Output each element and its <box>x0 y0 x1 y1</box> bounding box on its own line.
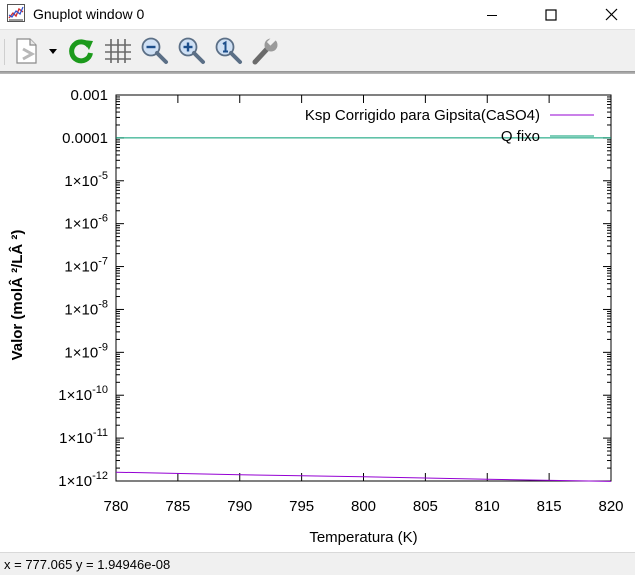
grid-icon <box>105 39 131 63</box>
ticks-layer: 780 785 790 795 800 805 810 815 820 1×10-12 1×10-1… <box>58 87 623 515</box>
x-tick-label: 820 <box>598 498 623 515</box>
close-button[interactable] <box>588 0 634 29</box>
y-tick-label: 1×10-7 <box>64 256 108 276</box>
legend-label-0: Ksp Corrigido para Gipsita(CaSO4) <box>305 107 540 124</box>
coordinate-readout: x = 777.065 y = 1.94946e-08 <box>4 557 171 572</box>
options-wrench-icon <box>252 36 278 65</box>
y-tick-label: 1×10-10 <box>58 384 108 404</box>
toolbar-separator <box>0 71 635 74</box>
zoom-next-button[interactable] <box>176 35 206 67</box>
options-button[interactable] <box>250 35 280 67</box>
unzoom-icon <box>215 37 242 64</box>
y-tick-label: 1×10-12 <box>58 470 108 490</box>
y-tick-label: 1×10-11 <box>59 427 108 447</box>
toolbar <box>0 29 635 72</box>
zoom-previous-icon <box>141 37 168 64</box>
y-tick-label: 1×10-9 <box>64 341 108 361</box>
x-tick-label: 815 <box>537 498 562 515</box>
x-tick-label: 810 <box>475 498 500 515</box>
window-title: Gnuplot window 0 <box>33 6 145 22</box>
y-tick-label: 0.001 <box>70 87 108 104</box>
copy-dropdown-button[interactable] <box>44 35 62 67</box>
x-tick-label: 795 <box>289 498 314 515</box>
status-bar: x = 777.065 y = 1.94946e-08 <box>0 552 635 575</box>
y-tick-label: 1×10-8 <box>64 298 108 318</box>
y-tick-label: 1×10-6 <box>64 213 108 233</box>
replot-button[interactable] <box>66 35 96 67</box>
copy-to-clipboard-icon <box>16 38 37 64</box>
series-layer <box>115 137 612 482</box>
maximize-icon <box>545 8 557 21</box>
zoom-previous-button[interactable] <box>139 35 169 67</box>
legend: Ksp Corrigido para Gipsita(CaSO4) Q fixo <box>305 107 594 145</box>
zoom-next-icon <box>178 37 205 64</box>
y-tick-label: 1×10-5 <box>64 170 108 190</box>
gnuplot-app-icon <box>7 4 25 22</box>
x-tick-label: 780 <box>103 498 128 515</box>
plot-frame <box>115 94 612 482</box>
copy-to-clipboard-button[interactable] <box>12 35 42 67</box>
x-tick-label: 800 <box>351 498 376 515</box>
x-tick-label: 790 <box>227 498 252 515</box>
replot-icon <box>69 39 93 64</box>
grid-toggle-button[interactable] <box>102 35 132 67</box>
minimize-icon <box>487 14 497 16</box>
x-axis-label: Temperatura (K) <box>309 529 417 546</box>
toolbar-grip <box>4 39 7 65</box>
close-icon <box>605 8 617 21</box>
legend-label-1: Q fixo <box>501 128 540 145</box>
series-line-0 <box>115 471 612 482</box>
plot-canvas[interactable]: 780 785 790 795 800 805 810 815 820 1×10-12 1×10-1… <box>0 74 635 552</box>
unzoom-button[interactable] <box>213 35 243 67</box>
minimize-button[interactable] <box>469 0 515 29</box>
y-tick-label: 0.0001 <box>62 130 108 147</box>
x-tick-label: 805 <box>413 498 438 515</box>
dropdown-arrow-icon <box>49 49 57 54</box>
title-bar: Gnuplot window 0 <box>0 0 635 29</box>
y-axis-label: Valor (molÂ ²/LÂ ²) <box>8 230 26 361</box>
x-tick-label: 785 <box>165 498 190 515</box>
chart: 780 785 790 795 800 805 810 815 820 1×10-12 1×10-1… <box>8 87 624 546</box>
maximize-button[interactable] <box>528 0 574 29</box>
